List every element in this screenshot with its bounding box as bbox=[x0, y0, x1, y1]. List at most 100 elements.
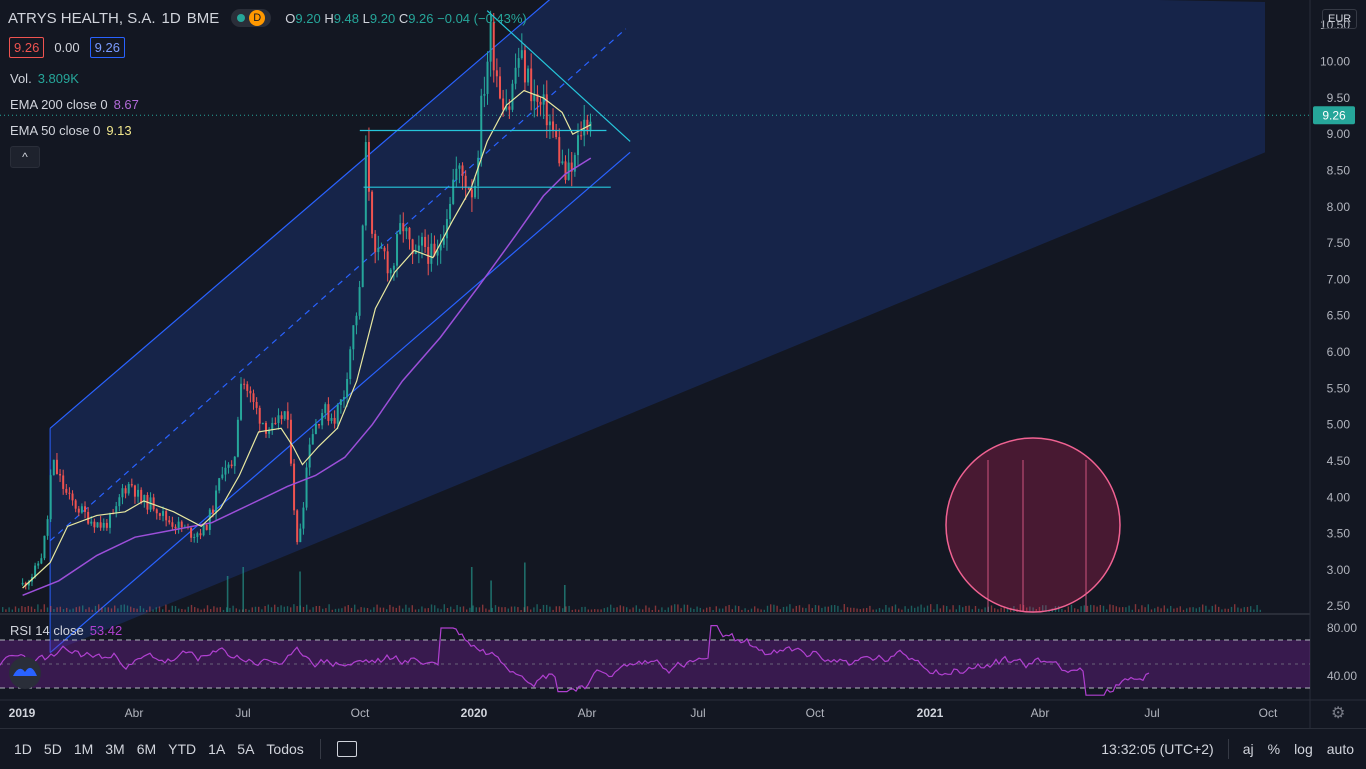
volume-bar bbox=[891, 606, 893, 612]
volume-bar bbox=[670, 605, 673, 612]
volume-bar bbox=[1182, 609, 1185, 612]
sell-price-box[interactable]: 9.26 bbox=[9, 37, 45, 58]
volume-bar bbox=[94, 605, 97, 612]
log-toggle[interactable]: log bbox=[1294, 741, 1313, 757]
volume-bar bbox=[542, 604, 545, 612]
volume-bar bbox=[616, 607, 618, 612]
volume-bar bbox=[1224, 608, 1226, 612]
clock-readout[interactable]: 13:32:05 (UTC+2) bbox=[1101, 741, 1214, 757]
regression-channel-fill bbox=[50, 0, 1265, 653]
volume-bar bbox=[526, 606, 529, 612]
price-tick-label: 5.50 bbox=[1327, 381, 1351, 395]
candle-body bbox=[402, 223, 405, 232]
percent-toggle[interactable]: % bbox=[1267, 741, 1281, 757]
candle-body bbox=[442, 238, 445, 245]
collapse-indicators-button[interactable]: ^ bbox=[10, 146, 40, 168]
price-tick-label: 7.50 bbox=[1327, 236, 1351, 250]
timeframe-1m[interactable]: 1M bbox=[73, 741, 94, 757]
price-tick-label: 3.00 bbox=[1327, 563, 1351, 577]
volume-indicator[interactable]: Vol. 3.809K bbox=[10, 71, 79, 86]
volume-bar bbox=[184, 609, 186, 612]
candle-body bbox=[174, 526, 177, 529]
ema200-indicator[interactable]: EMA 200 close 0 8.67 bbox=[10, 97, 139, 112]
volume-bar bbox=[450, 606, 452, 612]
change-value: −0.04 (−0.43%) bbox=[437, 10, 527, 26]
volume-bar bbox=[101, 607, 103, 612]
volume-bar bbox=[536, 604, 538, 612]
volume-bar bbox=[370, 609, 372, 612]
timeframe-5d[interactable]: 5D bbox=[43, 741, 62, 757]
volume-bar bbox=[427, 608, 429, 612]
volume-spike bbox=[563, 585, 566, 612]
volume-bar bbox=[562, 608, 564, 612]
candle-body bbox=[424, 236, 427, 247]
date-range-icon[interactable] bbox=[336, 741, 357, 757]
volume-bar bbox=[366, 608, 369, 612]
volume-bar bbox=[59, 606, 61, 612]
highlight-circle bbox=[945, 437, 1121, 613]
rsi-tick-label: 40.00 bbox=[1327, 669, 1357, 683]
volume-bar bbox=[62, 609, 65, 612]
timeframe-5a[interactable]: 5A bbox=[237, 741, 255, 757]
volume-bar bbox=[1246, 606, 1249, 612]
volume-bar bbox=[8, 607, 10, 612]
candle-body bbox=[180, 521, 183, 528]
symbol-name[interactable]: ATRYS HEALTH, S.A. bbox=[8, 9, 156, 27]
market-status-pill[interactable]: D bbox=[231, 9, 272, 27]
candle-body bbox=[474, 185, 477, 198]
delay-badge: D bbox=[249, 10, 266, 26]
descending-trendline bbox=[486, 10, 631, 142]
auto-toggle[interactable]: auto bbox=[1326, 741, 1354, 757]
interval-label[interactable]: 1D bbox=[161, 9, 181, 27]
volume-bar bbox=[1214, 604, 1217, 612]
buy-price-box[interactable]: 9.26 bbox=[89, 37, 125, 58]
price-chart[interactable]: 9.2610.5010.009.509.008.508.007.507.006.… bbox=[0, 0, 1366, 728]
settings-gear-icon[interactable]: ⚙ bbox=[1331, 705, 1346, 722]
volume-bar bbox=[459, 606, 461, 612]
adjust-toggle[interactable]: aj bbox=[1242, 741, 1254, 757]
volume-bar bbox=[1154, 608, 1156, 612]
volume-bar bbox=[1006, 608, 1009, 612]
candle-body bbox=[34, 565, 37, 578]
timeframe-ytd[interactable]: YTD bbox=[168, 741, 197, 757]
candle-body bbox=[552, 121, 555, 130]
candle-body bbox=[137, 489, 140, 497]
time-tick-label: Jul bbox=[1144, 706, 1159, 720]
candle-body bbox=[502, 98, 505, 110]
volume-bar bbox=[1070, 604, 1073, 612]
volume-bar bbox=[552, 609, 554, 612]
volume-bar bbox=[802, 607, 804, 612]
currency-label[interactable]: EUR bbox=[1322, 9, 1358, 29]
volume-bar bbox=[760, 609, 762, 612]
volume-bar bbox=[414, 609, 417, 612]
time-tick-label: 2021 bbox=[917, 706, 944, 720]
volume-bar bbox=[216, 607, 218, 612]
volume-bar bbox=[824, 606, 826, 612]
candle-body bbox=[27, 581, 30, 586]
volume-bar bbox=[862, 608, 865, 612]
rsi-line bbox=[0, 625, 1150, 696]
timeframe-6m[interactable]: 6M bbox=[136, 741, 157, 757]
volume-bar bbox=[939, 608, 941, 612]
timeframe-3m[interactable]: 3M bbox=[105, 741, 125, 757]
rsi-indicator[interactable]: RSI 14 close 53.42 bbox=[10, 623, 123, 638]
volume-bar bbox=[869, 605, 871, 612]
volume-bar bbox=[501, 607, 503, 612]
ema50-indicator[interactable]: EMA 50 close 0 9.13 bbox=[10, 123, 132, 138]
candle-body bbox=[536, 93, 539, 102]
candle-body bbox=[230, 464, 233, 467]
candle-body bbox=[130, 484, 133, 486]
volume-bar bbox=[818, 605, 820, 612]
timeframe-all[interactable]: Todos bbox=[266, 741, 304, 757]
timeframe-1a[interactable]: 1A bbox=[208, 741, 226, 757]
volume-bar bbox=[200, 609, 202, 612]
volume-bar bbox=[1128, 605, 1130, 612]
volume-bar bbox=[357, 609, 359, 612]
timeframe-1d[interactable]: 1D bbox=[14, 741, 32, 757]
volume-bar bbox=[296, 606, 298, 612]
volume-bar bbox=[808, 604, 810, 612]
volume-spike bbox=[470, 567, 473, 612]
volume-bar bbox=[363, 607, 365, 612]
volume-bar bbox=[837, 605, 839, 612]
candle-body bbox=[299, 528, 302, 543]
